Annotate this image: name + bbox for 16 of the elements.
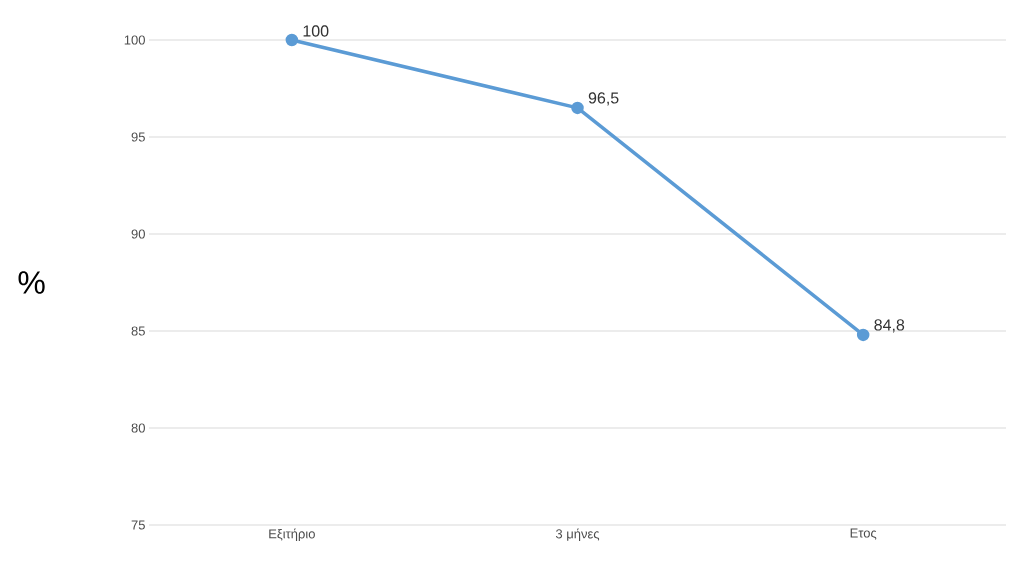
y-tick-label: 90	[131, 229, 145, 239]
data-label: 100	[303, 25, 329, 37]
point	[571, 101, 584, 115]
point	[285, 33, 299, 47]
y-tick-label: 80	[131, 423, 145, 433]
data-label: 84,8	[874, 319, 905, 333]
y-tick-label: 85	[131, 326, 145, 336]
x-tick-label: Ετος	[850, 528, 877, 540]
y-tick-label: 100	[124, 35, 145, 45]
y-axis-title: %	[18, 271, 45, 294]
x-tick-label: 3 μήνες	[555, 528, 600, 542]
x-tick-label: Εξιτήριο	[269, 528, 315, 542]
y-tick-label: 75	[131, 520, 145, 530]
y-tick-label: 95	[131, 132, 145, 142]
data-label: 96,5	[588, 92, 619, 106]
point	[856, 328, 870, 342]
